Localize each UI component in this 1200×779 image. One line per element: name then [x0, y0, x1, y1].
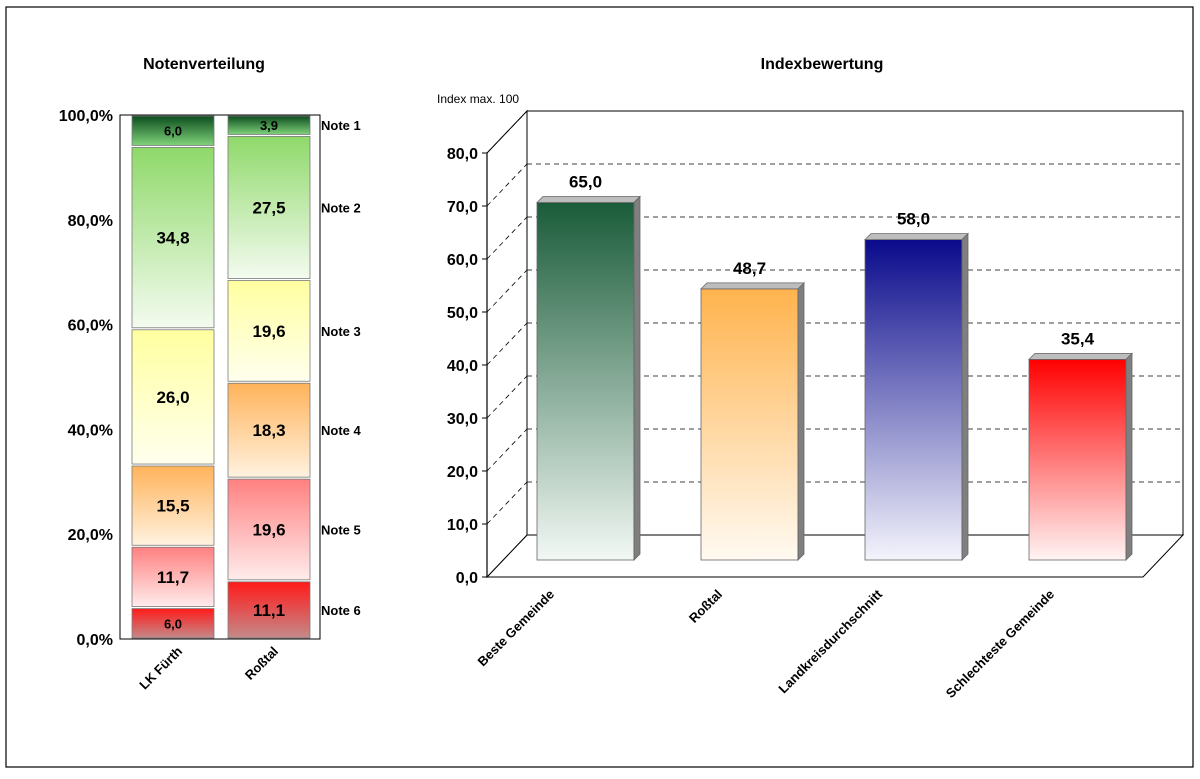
index-bar-side — [634, 197, 640, 561]
stacked-chart-title: Notenverteilung — [143, 56, 265, 73]
index-y-tick: 70,0 — [447, 199, 478, 216]
stacked-data-label: 34,8 — [156, 229, 189, 248]
stacked-legend-entry: Note 2 — [321, 200, 361, 215]
index-y-tick: 10,0 — [447, 517, 478, 534]
stacked-y-tick: 40,0% — [68, 422, 113, 439]
index-bar — [1029, 359, 1126, 560]
index-bar-top — [1029, 353, 1132, 359]
index-bar-top — [537, 197, 640, 203]
stacked-data-label: 18,3 — [252, 421, 285, 440]
stacked-y-tick: 0,0% — [77, 632, 113, 649]
stacked-data-label: 26,0 — [156, 388, 189, 407]
index-y-tick: 30,0 — [447, 411, 478, 428]
index-bar-side — [798, 283, 804, 560]
stacked-y-tick: 60,0% — [68, 318, 113, 335]
index-chart-title: Indexbewertung — [761, 56, 884, 73]
stacked-y-tick: 20,0% — [68, 527, 113, 544]
index-y-tick: 80,0 — [447, 146, 478, 163]
stacked-data-label: 6,0 — [164, 616, 182, 631]
stacked-legend-entry: Note 4 — [321, 423, 362, 438]
stacked-data-label: 15,5 — [156, 497, 189, 516]
index-y-tick: 20,0 — [447, 464, 478, 481]
index-value-label: 48,7 — [733, 259, 766, 278]
stacked-y-tick: 100,0% — [59, 108, 113, 125]
stacked-data-label: 11,7 — [157, 568, 189, 587]
index-y-tick: 50,0 — [447, 305, 478, 322]
stacked-data-label: 19,6 — [252, 322, 285, 341]
stacked-legend-entry: Note 3 — [321, 324, 361, 339]
stacked-legend-entry: Note 6 — [321, 603, 361, 618]
stacked-data-label: 19,6 — [252, 520, 285, 539]
stacked-data-label: 27,5 — [252, 198, 285, 217]
index-y-tick: 60,0 — [447, 252, 478, 269]
stacked-data-label: 6,0 — [164, 124, 182, 139]
index-bar-top — [701, 283, 804, 289]
index-bar-top — [865, 234, 968, 240]
index-bar-side — [1126, 353, 1132, 560]
stacked-legend-entry: Note 5 — [321, 522, 361, 537]
stacked-legend-entry: Note 1 — [321, 118, 361, 133]
index-value-label: 65,0 — [569, 173, 602, 192]
stacked-data-label: 11,1 — [253, 601, 285, 620]
index-value-label: 58,0 — [897, 210, 930, 229]
index-bar — [701, 289, 798, 560]
index-value-label: 35,4 — [1061, 329, 1095, 348]
stacked-data-label: 3,9 — [260, 118, 278, 133]
index-bar — [537, 203, 634, 561]
index-y-tick: 0,0 — [456, 570, 478, 587]
index-y-tick: 40,0 — [447, 358, 478, 375]
index-bar-side — [962, 234, 968, 560]
index-unit-label: Index max. 100 — [437, 92, 519, 106]
stacked-y-tick: 80,0% — [68, 213, 113, 230]
index-bar — [865, 240, 962, 560]
